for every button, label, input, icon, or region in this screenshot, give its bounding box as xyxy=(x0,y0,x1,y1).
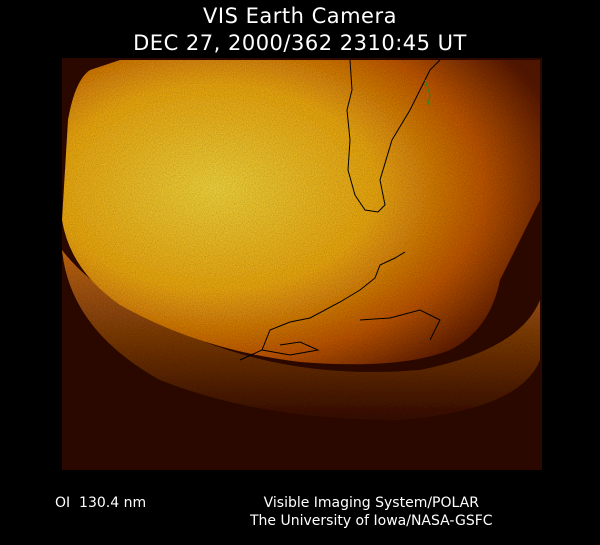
image-title: VIS Earth Camera xyxy=(203,4,397,28)
limb-haze xyxy=(62,250,540,420)
image-timestamp: DEC 27, 2000/362 2310:45 UT xyxy=(133,31,467,55)
credit-line-2: The University of Iowa/NASA-GSFC xyxy=(250,513,493,529)
grid-line xyxy=(424,79,431,106)
credit-block: Visible Imaging System/POLAR The Univers… xyxy=(250,494,493,530)
airglow-disk xyxy=(62,60,540,365)
filter-wavelength: OI 130.4 nm xyxy=(55,495,147,511)
credit-line-1: Visible Imaging System/POLAR xyxy=(263,495,479,511)
coastline xyxy=(239,59,441,361)
